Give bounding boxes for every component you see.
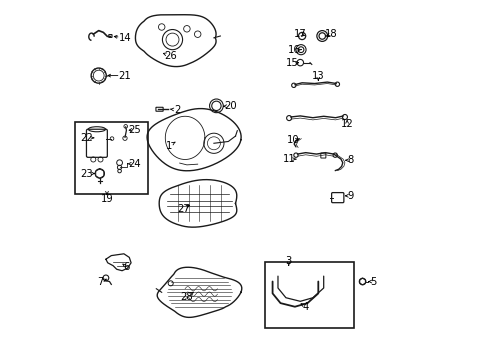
Text: 26: 26	[164, 51, 177, 61]
Text: 7: 7	[97, 276, 103, 287]
Text: 10: 10	[286, 135, 299, 145]
Text: 2: 2	[174, 105, 180, 115]
Text: 20: 20	[224, 101, 237, 111]
Text: 14: 14	[119, 33, 131, 43]
Text: 11: 11	[282, 154, 295, 164]
Text: 16: 16	[287, 45, 300, 55]
Text: 13: 13	[311, 71, 324, 81]
Text: 12: 12	[340, 119, 353, 129]
Bar	[75, 122, 148, 194]
Text: 15: 15	[286, 58, 299, 68]
Text: 6: 6	[123, 262, 130, 272]
Text: 23: 23	[80, 168, 93, 179]
Text: 28: 28	[180, 292, 193, 302]
Text: 24: 24	[128, 159, 141, 169]
Text: 25: 25	[128, 125, 141, 135]
Text: 18: 18	[324, 29, 337, 39]
Text: 5: 5	[369, 276, 376, 287]
Text: 27: 27	[177, 204, 189, 214]
Text: 21: 21	[119, 71, 131, 81]
Text: 8: 8	[347, 155, 353, 165]
Text: 19: 19	[101, 194, 113, 204]
Text: 3: 3	[285, 256, 291, 266]
Bar	[265, 262, 353, 328]
Text: 22: 22	[80, 133, 93, 143]
Text: 1: 1	[165, 141, 172, 151]
Text: 4: 4	[302, 302, 308, 312]
Text: 9: 9	[347, 191, 353, 201]
Text: 17: 17	[293, 29, 305, 39]
